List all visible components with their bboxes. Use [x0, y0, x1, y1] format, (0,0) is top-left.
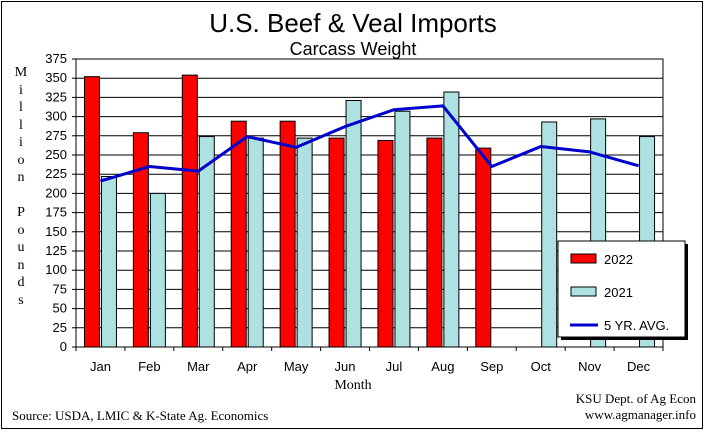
credit-line-2: www.agmanager.info [584, 407, 696, 422]
bar-2021-jul [394, 110, 411, 348]
bar-2021-aug [443, 91, 460, 348]
chart-title: U.S. Beef & Veal Imports [209, 8, 497, 38]
plot-border [75, 58, 664, 348]
x-tick-label: Dec [627, 359, 651, 374]
bar-2022-apr [230, 120, 247, 348]
source-note: Source: USDA, LMIC & K-State Ag. Economi… [12, 408, 269, 423]
x-tick-label: Feb [138, 359, 160, 374]
x-tick-label: May [284, 359, 309, 374]
bar-2022-jan [83, 76, 100, 348]
bar-2022-mar [181, 74, 198, 348]
legend-label-2022: 2022 [604, 252, 633, 267]
y-tick-label: 75 [53, 281, 67, 296]
bar-2022-jun [328, 137, 345, 348]
y-tick-label: 50 [53, 301, 67, 316]
x-tick-label: Oct [531, 359, 552, 374]
legend-swatch-2021 [570, 286, 597, 297]
y-tick-label: 125 [45, 243, 67, 258]
credit-line-1: KSU Dept. of Ag Econ [575, 391, 696, 406]
bar-2022-aug [426, 137, 443, 348]
bar-2021-feb [149, 192, 166, 348]
legend-swatch-2022 [570, 253, 597, 264]
x-tick-label: Jan [90, 359, 111, 374]
x-tick-label: Apr [237, 359, 258, 374]
bar-2022-sep [475, 147, 492, 348]
y-tick-label: 175 [45, 205, 67, 220]
bar-2021-may [296, 137, 313, 348]
bar-2021-jun [345, 99, 362, 348]
x-tick-label: Aug [431, 359, 454, 374]
credit-note: KSU Dept. of Ag Econ www.agmanager.info [576, 391, 696, 423]
legend-label-5-yr-avg-: 5 YR. AVG. [604, 318, 669, 333]
legend-label-2021: 2021 [604, 285, 633, 300]
bar-2021-oct [541, 121, 558, 348]
y-tick-label: 150 [45, 224, 67, 239]
x-tick-label: Jun [335, 359, 356, 374]
chart-subtitle: Carcass Weight [289, 39, 417, 59]
y-tick-label: 375 [45, 51, 67, 66]
y-axis-label: M i l l i o n P o u n d s [14, 65, 28, 308]
y-tick-label: 325 [45, 89, 67, 104]
y-tick-label: 250 [45, 147, 67, 162]
line-5yr-avg [100, 104, 639, 183]
y-tick-label: 225 [45, 166, 67, 181]
x-axis-label: Month [334, 378, 372, 393]
bar-2022-feb [132, 132, 149, 348]
y-tick-label: 350 [45, 70, 67, 85]
y-tick-label: 25 [53, 320, 67, 335]
y-tick-label: 300 [45, 109, 67, 124]
y-tick-label: 275 [45, 128, 67, 143]
bar-2021-jan [100, 176, 117, 348]
x-tick-label: Nov [578, 359, 602, 374]
x-tick-label: Jul [386, 359, 403, 374]
bar-2022-jul [377, 139, 394, 348]
y-tick-label: 0 [60, 339, 67, 354]
bar-2022-may [279, 120, 296, 348]
x-tick-label: Sep [480, 359, 503, 374]
y-tick-label: 200 [45, 185, 67, 200]
x-tick-label: Mar [187, 359, 210, 374]
y-tick-label: 100 [45, 262, 67, 277]
bar-2021-apr [247, 137, 264, 348]
